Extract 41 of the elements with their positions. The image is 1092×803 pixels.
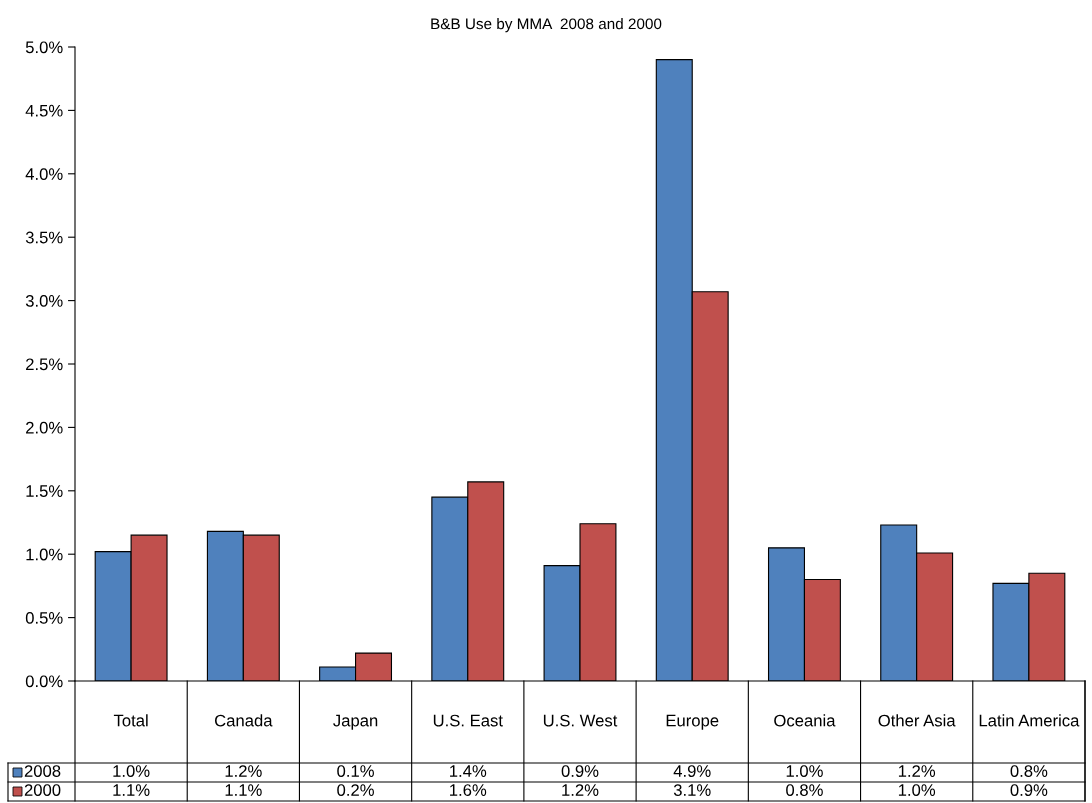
data-label: 4.9%	[673, 765, 711, 777]
y-tick-label: 2.5%	[26, 358, 63, 371]
x-tick-label: Total	[113, 714, 148, 727]
data-label: 0.8%	[786, 784, 823, 796]
y-tick-label: 0.0%	[25, 675, 63, 688]
y-tick-label: 3.5%	[25, 231, 63, 244]
data-label: 0.9%	[561, 765, 599, 777]
data-label: 1.0%	[113, 765, 150, 777]
data-label: 3.1%	[673, 784, 711, 796]
y-tick-label: 4.0%	[25, 168, 63, 180]
y-tick-label: 4.5%	[25, 104, 63, 117]
data-label: 1.4%	[450, 765, 487, 777]
x-tick-label: Latin America	[979, 714, 1080, 727]
data-label: 0.8%	[1010, 765, 1048, 777]
data-label: 1.2%	[562, 784, 599, 796]
y-tick-label: 5.0%	[25, 41, 63, 54]
data-label: 1.6%	[450, 784, 487, 796]
y-tick-label: 1.5%	[26, 485, 63, 497]
data-label: 1.2%	[225, 765, 262, 777]
y-tick-label: 1.0%	[26, 548, 63, 561]
data-label: 0.2%	[337, 784, 374, 796]
data-label: 0.9%	[1010, 784, 1048, 796]
x-tick-label: Canada	[214, 714, 273, 727]
data-label: 1.1%	[113, 784, 150, 796]
data-label: 1.1%	[225, 784, 262, 796]
x-tick-label: Oceania	[774, 714, 836, 727]
x-tick-label: Japan	[333, 714, 378, 730]
x-tick-label: U.S. West	[543, 714, 618, 727]
legend-label: 2000	[24, 784, 61, 796]
x-tick-label: U.S. East	[433, 714, 503, 727]
y-tick-label: 2.0%	[26, 421, 63, 434]
legend-label: 2008	[24, 765, 61, 777]
chart-title: B&B Use by MMA 2008 and 2000	[431, 18, 662, 33]
data-label: 1.0%	[898, 784, 936, 796]
data-label: 0.1%	[337, 765, 374, 777]
y-tick-label: 0.5%	[25, 612, 63, 624]
data-label: 1.2%	[898, 765, 936, 777]
x-tick-label: Other Asia	[878, 714, 956, 727]
data-label: 1.0%	[786, 765, 823, 777]
y-tick-label: 3.0%	[25, 295, 63, 307]
x-tick-label: Europe	[666, 714, 719, 730]
